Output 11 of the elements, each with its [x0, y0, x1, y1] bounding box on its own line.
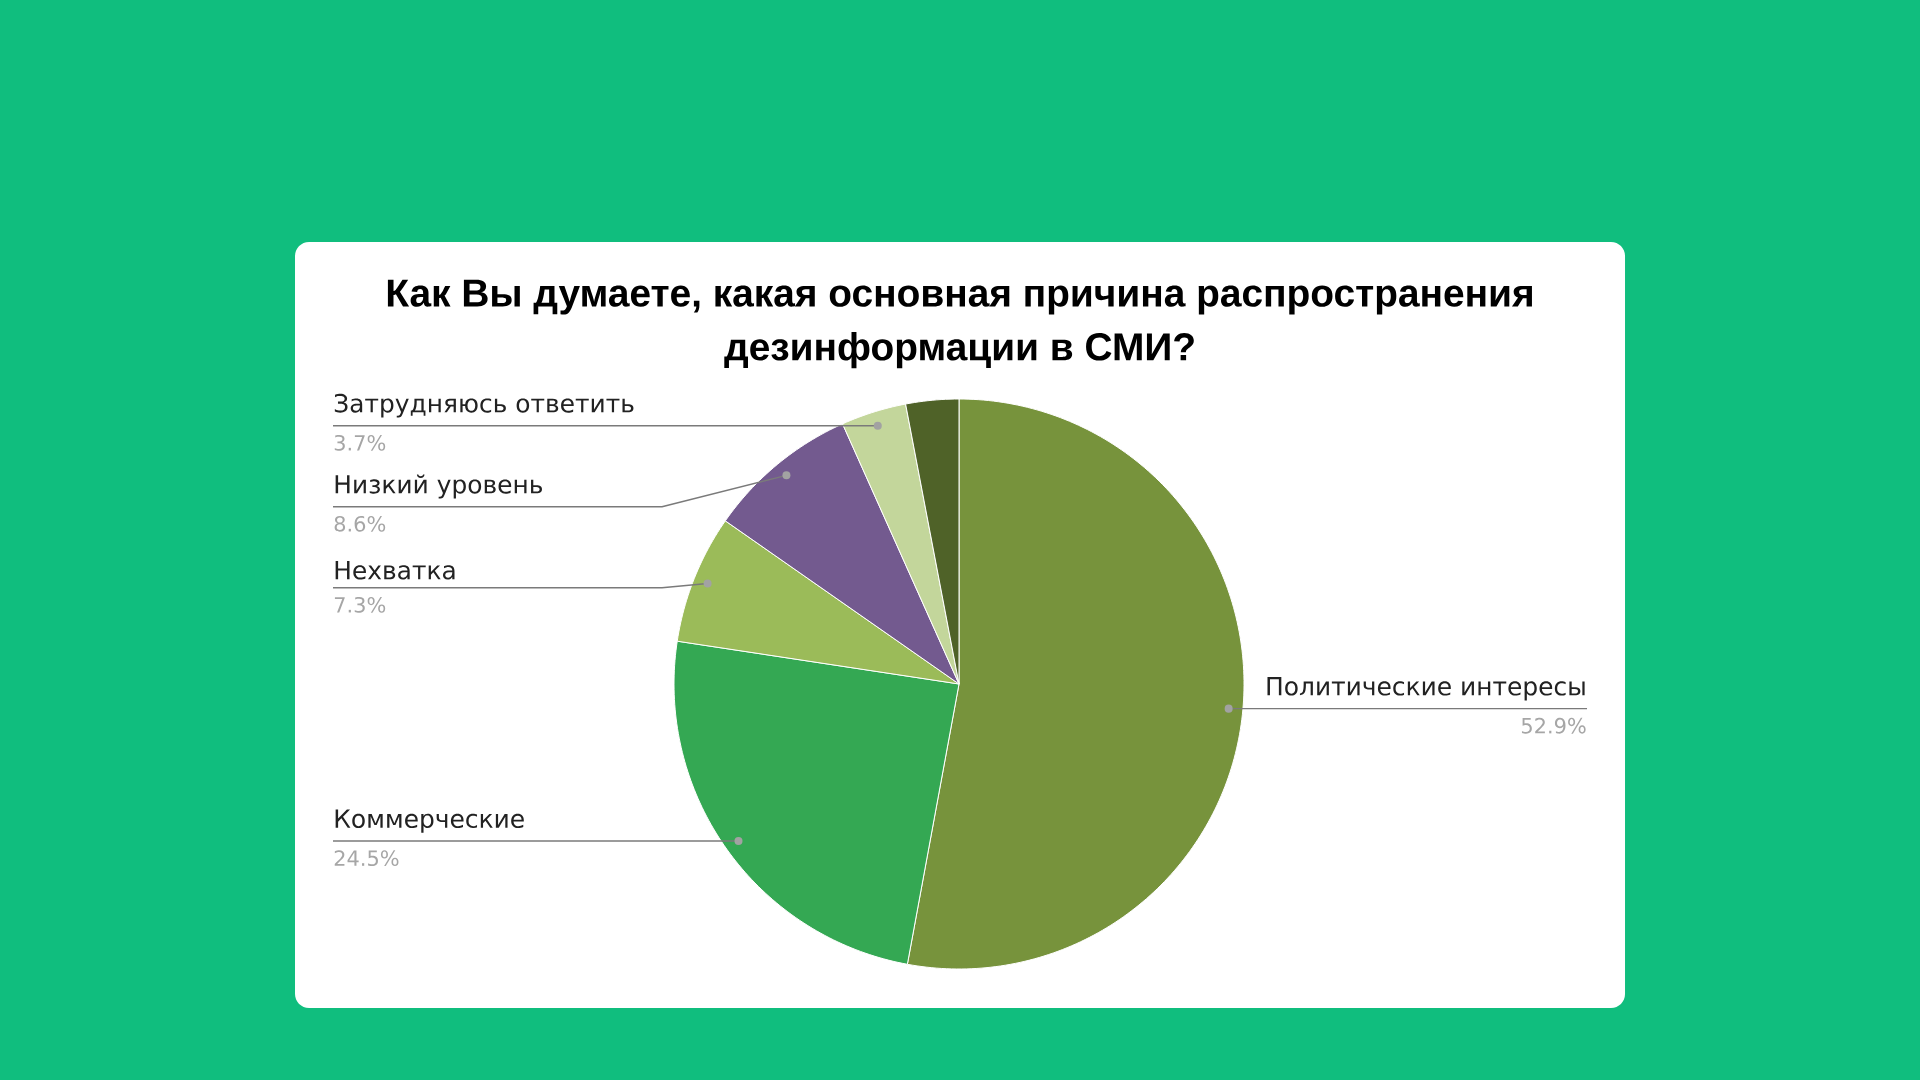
- data-label: 8.6%: [334, 515, 386, 532]
- data-label: 52.9%: [1521, 717, 1586, 734]
- slice-label: Нехватка: [335, 561, 455, 580]
- data-label: 24.5%: [334, 850, 399, 867]
- slice-label: Низкий уровень: [335, 474, 542, 499]
- chart-title: Как Вы думаете, какая основная причина распространения дезинформации в СМИ?: [387, 279, 1532, 369]
- data-label: 7.3%: [334, 596, 386, 613]
- slice-label: Затрудняюсь ответить: [334, 393, 634, 418]
- slice-label: Политические интересы: [1267, 677, 1585, 701]
- data-label: 3.7%: [334, 434, 386, 451]
- slice-label: Коммерческие: [335, 809, 524, 833]
